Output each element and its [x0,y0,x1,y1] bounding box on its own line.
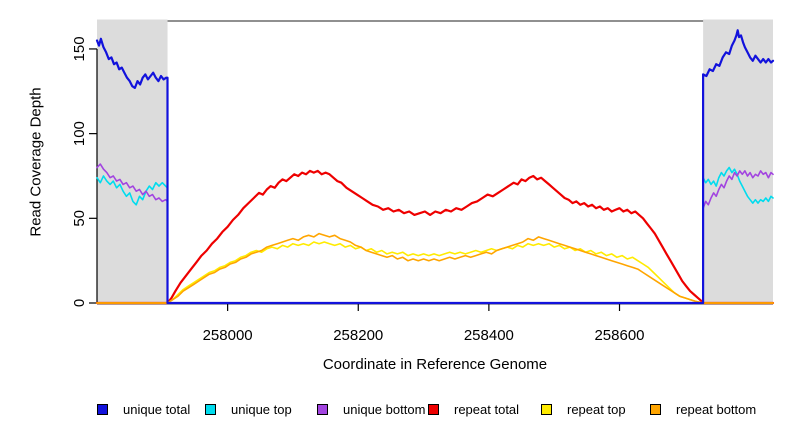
legend-label: repeat top [567,401,626,417]
legend-label: repeat total [454,401,520,417]
series-line-repeat-total [95,169,775,305]
y-tick-label: 150 [71,36,88,61]
legend-item-repeat-bottom: repeat bottom [650,399,756,419]
legend: unique total unique top unique bottom repea… [0,399,792,421]
legend-item-unique-top: unique top [205,399,292,419]
legend-swatch-unique-total [97,403,108,415]
series-line-repeat-bottom [96,232,774,304]
legend-item-unique-total: unique total [97,399,190,419]
x-tick-label: 258400 [464,327,514,344]
legend-item-repeat-top: repeat top [541,399,626,419]
x-tick-label: 258000 [203,327,253,344]
series-line-unique-total [95,29,775,305]
series-line-unique-top [96,166,774,304]
shaded-region [97,19,168,303]
y-tick-label: 50 [71,210,88,227]
shaded-region [703,19,773,303]
y-axis-title: Read Coverage Depth [27,87,45,237]
series-line-unique-bottom [96,163,774,304]
legend-label: unique total [123,401,191,417]
legend-swatch-unique-bottom [317,403,328,415]
y-tick-label: 100 [71,121,88,146]
series-line-repeat-top [96,241,774,304]
legend-label: repeat bottom [676,401,757,417]
x-tick-label: 258600 [594,327,644,344]
x-axis-title: Coordinate in Reference Genome [322,356,548,373]
legend-item-unique-bottom: unique bottom [317,399,425,419]
legend-swatch-repeat-bottom [650,403,661,415]
legend-label: unique bottom [343,401,426,417]
legend-item-repeat-total: repeat total [428,399,519,419]
legend-swatch-unique-top [205,403,216,415]
legend-swatch-repeat-top [541,403,552,415]
legend-swatch-repeat-total [428,403,439,415]
legend-label: unique top [231,401,292,417]
y-tick-label: 0 [71,299,88,307]
x-tick-label: 258200 [333,327,383,344]
